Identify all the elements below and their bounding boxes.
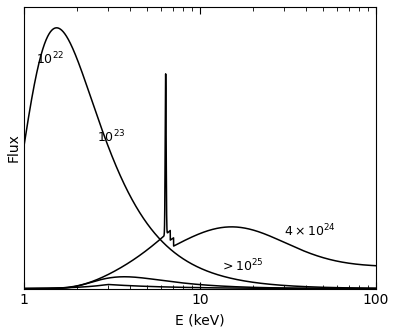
X-axis label: E (keV): E (keV) <box>175 313 225 327</box>
Text: $4\times10^{24}$: $4\times10^{24}$ <box>284 223 336 239</box>
Text: $10^{22}$: $10^{22}$ <box>36 51 65 67</box>
Y-axis label: Flux: Flux <box>7 133 21 162</box>
Text: $>10^{25}$: $>10^{25}$ <box>220 258 264 275</box>
Text: $10^{23}$: $10^{23}$ <box>97 129 125 146</box>
